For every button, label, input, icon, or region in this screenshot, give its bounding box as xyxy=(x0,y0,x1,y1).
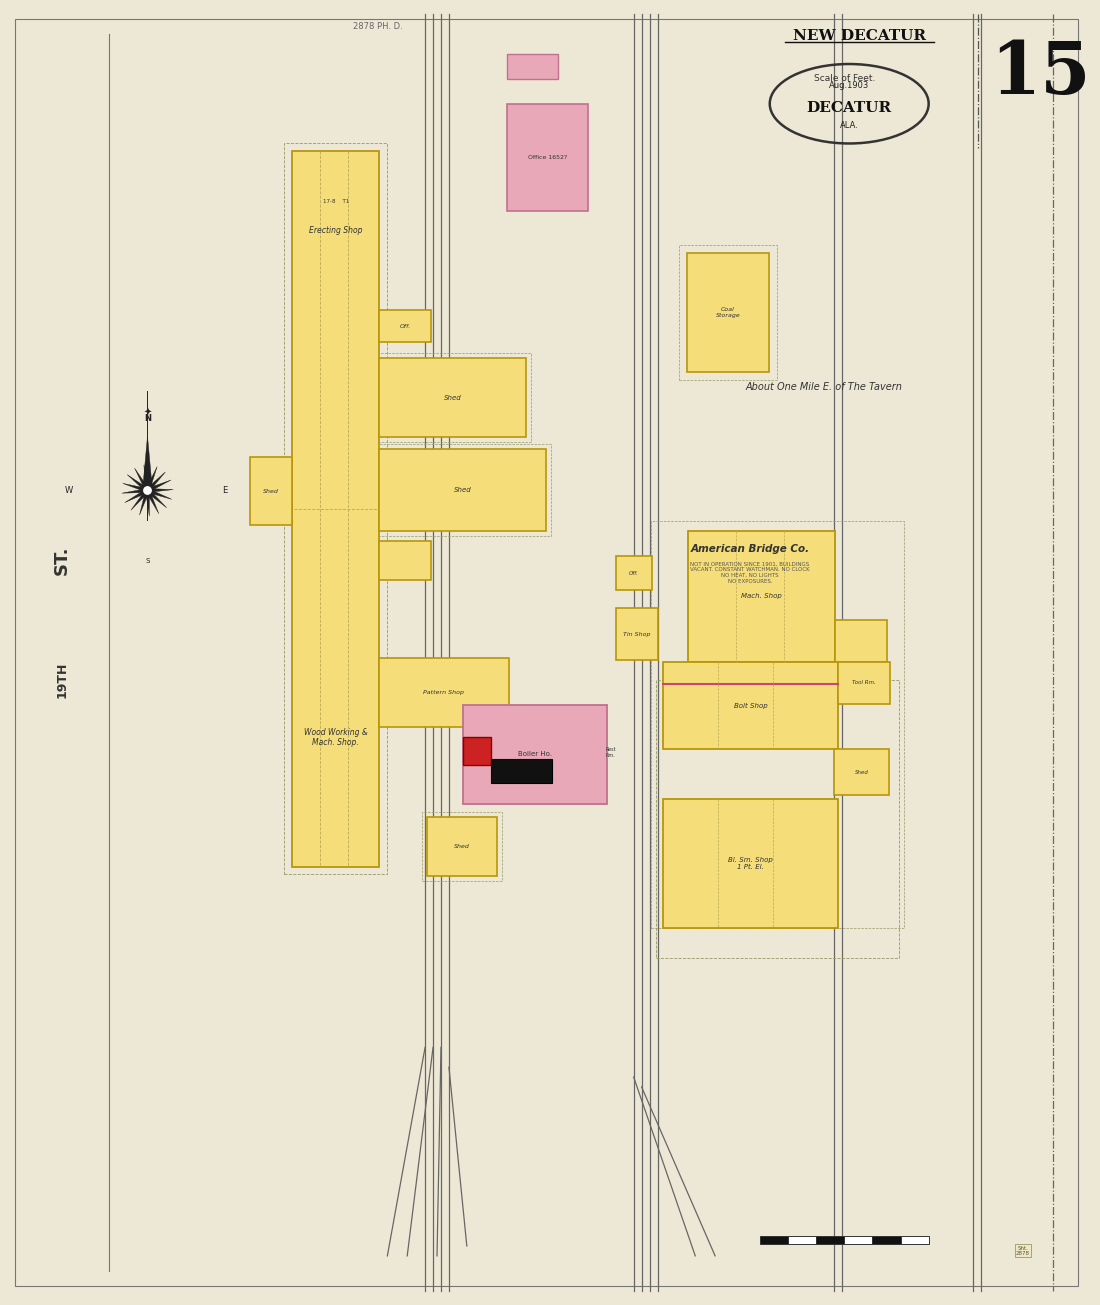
Bar xyxy=(834,749,889,795)
Text: NEW DECATUR: NEW DECATUR xyxy=(793,29,925,43)
Bar xyxy=(616,608,658,660)
Bar xyxy=(650,521,904,928)
Text: Shed: Shed xyxy=(454,844,470,850)
Text: American Bridge Co.: American Bridge Co. xyxy=(691,544,810,553)
Text: 2878 PH. D.: 2878 PH. D. xyxy=(353,22,403,31)
Text: Sht.
2878: Sht. 2878 xyxy=(1016,1245,1030,1257)
Text: Shed: Shed xyxy=(855,770,869,775)
Text: Pattern Shop: Pattern Shop xyxy=(424,690,464,696)
Text: Rest
Rm.: Rest Rm. xyxy=(605,746,616,758)
Bar xyxy=(616,556,651,590)
Text: E: E xyxy=(222,485,228,495)
Bar xyxy=(427,817,496,877)
Bar xyxy=(506,54,558,78)
Polygon shape xyxy=(140,489,150,515)
Text: Scale of Feet.: Scale of Feet. xyxy=(814,74,874,84)
Text: ALA.: ALA. xyxy=(839,121,859,130)
Bar xyxy=(463,737,491,765)
Bar xyxy=(374,445,551,536)
Polygon shape xyxy=(124,489,148,502)
Bar xyxy=(379,311,431,342)
Bar xyxy=(816,1236,844,1244)
Polygon shape xyxy=(131,489,149,510)
Polygon shape xyxy=(144,465,150,491)
Text: Bl. Sm. Shop
1 Pt. El.: Bl. Sm. Shop 1 Pt. El. xyxy=(728,857,773,870)
Bar xyxy=(663,799,838,928)
Bar xyxy=(872,1236,901,1244)
Text: W: W xyxy=(65,485,73,495)
Polygon shape xyxy=(134,468,150,492)
Bar xyxy=(663,662,838,749)
Text: 15: 15 xyxy=(991,38,1091,110)
Bar xyxy=(838,662,890,703)
Polygon shape xyxy=(143,436,153,491)
Bar xyxy=(251,457,292,525)
Text: Shed: Shed xyxy=(454,487,472,493)
Bar xyxy=(680,245,777,380)
Bar xyxy=(379,540,431,581)
Text: Mach. Shop: Mach. Shop xyxy=(741,594,782,599)
Polygon shape xyxy=(146,489,167,508)
Text: Bolt Shop: Bolt Shop xyxy=(734,702,768,709)
Bar xyxy=(844,1236,872,1244)
Bar xyxy=(374,354,531,442)
Text: Shed: Shed xyxy=(263,488,279,493)
Bar xyxy=(379,449,547,531)
Bar xyxy=(688,253,769,372)
Polygon shape xyxy=(128,475,148,492)
Bar xyxy=(835,620,887,662)
Bar xyxy=(901,1236,928,1244)
Text: Erecting Shop: Erecting Shop xyxy=(309,226,363,235)
Text: S: S xyxy=(145,559,150,564)
Polygon shape xyxy=(146,480,172,492)
Polygon shape xyxy=(146,472,165,492)
Text: Tin Shop: Tin Shop xyxy=(623,632,650,637)
Text: Boiler Ho.: Boiler Ho. xyxy=(518,752,552,757)
Polygon shape xyxy=(145,489,158,514)
Text: Wood Working &
Mach. Shop.: Wood Working & Mach. Shop. xyxy=(304,728,367,748)
Bar xyxy=(491,760,552,783)
Polygon shape xyxy=(123,483,148,492)
Text: 19TH: 19TH xyxy=(55,662,68,698)
Polygon shape xyxy=(145,491,150,517)
Text: 17-8    T1: 17-8 T1 xyxy=(322,198,349,204)
Text: Office 1652?: Office 1652? xyxy=(528,155,566,161)
Bar xyxy=(463,705,607,804)
Text: ST.: ST. xyxy=(53,545,70,576)
Text: Coal
Storage: Coal Storage xyxy=(716,307,740,317)
Bar xyxy=(379,358,527,437)
Text: About One Mile E. of The Tavern: About One Mile E. of The Tavern xyxy=(746,382,903,391)
Circle shape xyxy=(143,485,153,496)
Bar xyxy=(284,144,387,874)
Text: Aug.1903: Aug.1903 xyxy=(829,81,869,90)
Bar xyxy=(689,531,835,662)
Polygon shape xyxy=(122,488,147,493)
Polygon shape xyxy=(146,488,172,500)
Text: Off.: Off. xyxy=(399,324,411,329)
Bar xyxy=(292,151,379,867)
Text: Off.: Off. xyxy=(629,570,638,576)
Text: DECATUR: DECATUR xyxy=(806,100,892,115)
Bar xyxy=(379,658,508,727)
Bar xyxy=(422,812,502,881)
Bar xyxy=(788,1236,816,1244)
Bar xyxy=(506,103,588,211)
Text: N: N xyxy=(144,414,151,423)
Bar xyxy=(760,1236,788,1244)
Text: Shed: Shed xyxy=(444,394,462,401)
Bar xyxy=(656,680,899,958)
Polygon shape xyxy=(147,488,174,492)
Text: Tool Rm.: Tool Rm. xyxy=(852,680,876,685)
Text: ✦: ✦ xyxy=(143,408,152,418)
Polygon shape xyxy=(145,467,157,491)
Text: NOT IN OPERATION SINCE 1901, BUILDINGS
VACANT. CONSTANT WATCHMAN. NO CLOCK
NO HE: NOT IN OPERATION SINCE 1901, BUILDINGS V… xyxy=(690,561,810,583)
